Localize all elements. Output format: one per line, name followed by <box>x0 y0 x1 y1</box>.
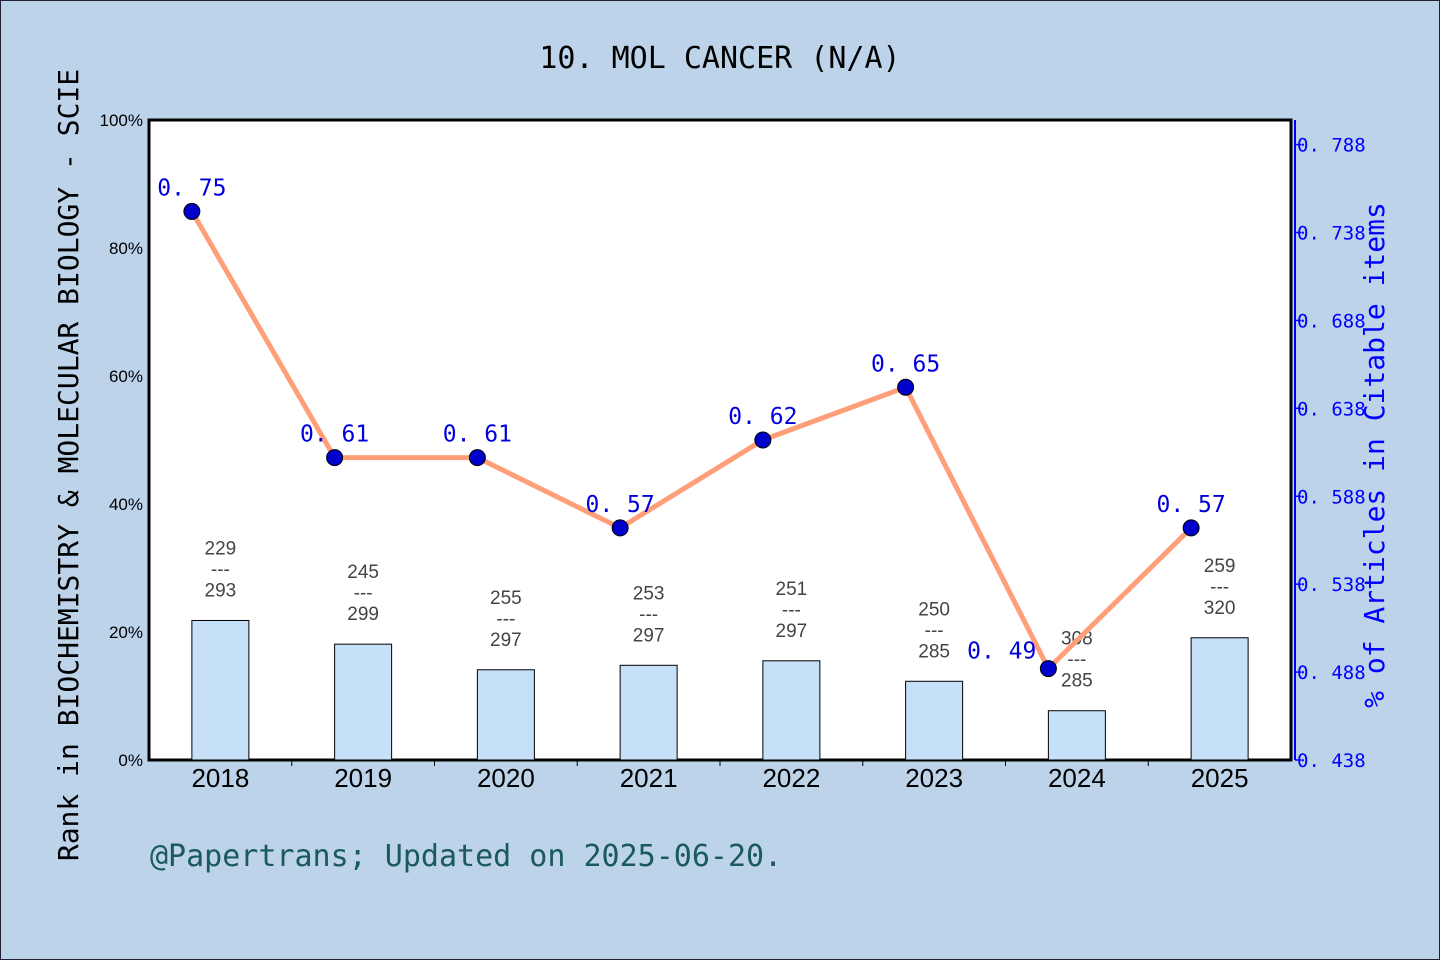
rank-divider-2022: --- <box>782 600 801 621</box>
total-label-2023: 285 <box>918 641 950 662</box>
rank-label-2018: 229 <box>205 538 237 559</box>
point-2023 <box>897 378 915 396</box>
y2-tick-0.488: 0. 488 <box>1297 662 1366 684</box>
x-tick-2018: 2018 <box>191 763 249 793</box>
rank-label-2019: 245 <box>347 562 379 583</box>
bar-2019 <box>334 643 393 761</box>
y2-tick-0.638: 0. 638 <box>1297 398 1366 420</box>
bar-2025 <box>1190 637 1249 761</box>
footer-credit: @Papertrans; Updated on 2025-06-20. <box>150 839 782 874</box>
point-label-2022: 0. 62 <box>728 404 797 430</box>
point-2022 <box>754 431 772 449</box>
rank-divider-2019: --- <box>354 583 373 604</box>
rank-divider-2021: --- <box>639 604 658 625</box>
y-tick-20%: 20% <box>109 623 143 642</box>
total-label-2019: 299 <box>347 604 379 625</box>
point-2019 <box>326 449 344 467</box>
total-label-2022: 297 <box>776 621 808 642</box>
x-tick-2022: 2022 <box>762 763 820 793</box>
total-label-2018: 293 <box>205 580 237 601</box>
total-label-2021: 297 <box>633 625 665 646</box>
rank-label-2023: 250 <box>918 599 950 620</box>
rank-label-2021: 253 <box>633 583 665 604</box>
rank-label-2022: 251 <box>776 579 808 600</box>
point-label-2023: 0. 65 <box>871 351 940 377</box>
point-2025 <box>1182 519 1200 537</box>
y2-tick-0.588: 0. 588 <box>1297 486 1366 508</box>
bar-2018 <box>191 619 250 761</box>
point-label-2021: 0. 57 <box>586 492 655 518</box>
total-label-2020: 297 <box>490 630 522 651</box>
rank-divider-2023: --- <box>925 620 944 641</box>
x-tick-2023: 2023 <box>905 763 963 793</box>
bar-2023 <box>905 680 964 761</box>
y-tick-60%: 60% <box>109 367 143 386</box>
point-label-2025: 0. 57 <box>1157 492 1226 518</box>
point-2018 <box>183 202 201 220</box>
point-2020 <box>468 449 486 467</box>
point-label-2019: 0. 61 <box>300 422 369 448</box>
y2-axis-label: % of Articles in Citable items <box>1358 202 1391 708</box>
series-line <box>189 210 1193 672</box>
y2-tick-0.688: 0. 688 <box>1297 310 1366 332</box>
point-label-2024: 0. 49 <box>967 639 1036 665</box>
y-tick-100%: 100% <box>100 111 143 130</box>
rank-divider-2024: --- <box>1067 650 1086 671</box>
x-tick-2025: 2025 <box>1191 763 1249 793</box>
y2-tick-0.788: 0. 788 <box>1297 135 1366 157</box>
bar-2020 <box>476 669 535 761</box>
y2-tick-0.738: 0. 738 <box>1297 223 1366 245</box>
x-tick-2024: 2024 <box>1048 763 1106 793</box>
chart-title: 10. MOL CANCER (N/A) <box>539 41 900 76</box>
total-label-2025: 320 <box>1204 598 1236 619</box>
bar-2022 <box>762 660 821 761</box>
y-tick-40%: 40% <box>109 495 143 514</box>
y2-tick-0.538: 0. 538 <box>1297 574 1366 596</box>
rank-divider-2025: --- <box>1210 577 1229 598</box>
y-tick-0%: 0% <box>118 751 143 770</box>
x-tick-2020: 2020 <box>477 763 535 793</box>
y-axis-label: Rank in BIOCHEMISTRY & MOLECULAR BIOLOGY… <box>52 69 85 861</box>
rank-label-2025: 259 <box>1204 556 1236 577</box>
point-2024 <box>1039 660 1057 678</box>
x-tick-2019: 2019 <box>334 763 392 793</box>
bar-2021 <box>619 664 678 761</box>
y-tick-80%: 80% <box>109 239 143 258</box>
total-label-2024: 285 <box>1061 671 1093 692</box>
y2-tick-0.438: 0. 438 <box>1297 750 1366 772</box>
rank-divider-2020: --- <box>496 609 515 630</box>
point-2021 <box>611 519 629 537</box>
point-label-2018: 0. 75 <box>157 175 226 201</box>
rank-label-2020: 255 <box>490 588 522 609</box>
point-label-2020: 0. 61 <box>443 422 512 448</box>
rank-divider-2018: --- <box>211 559 230 580</box>
x-tick-2021: 2021 <box>620 763 678 793</box>
bar-2024 <box>1047 710 1106 761</box>
